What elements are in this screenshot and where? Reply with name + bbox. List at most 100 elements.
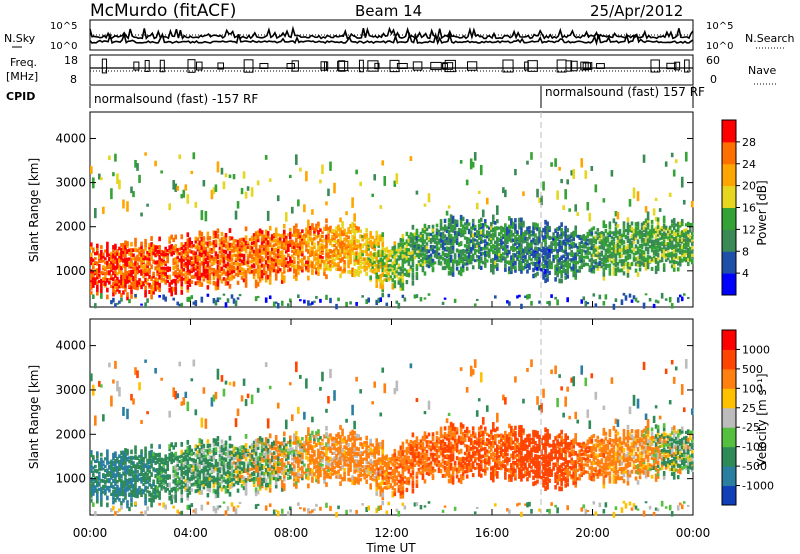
heatmap-cell [431, 244, 435, 249]
heatmap-cell [461, 251, 465, 256]
heatmap-cell [110, 255, 113, 259]
freq-box [396, 63, 408, 69]
heatmap-cell [439, 254, 443, 260]
heatmap-cell [556, 270, 559, 275]
heatmap-cell [564, 268, 567, 274]
heatmap-cell [548, 235, 551, 240]
heatmap-cell [417, 243, 421, 247]
heatmap-cell [614, 263, 618, 268]
heatmap-cell [246, 450, 250, 454]
heatmap-cell [498, 247, 501, 251]
heatmap-cell [100, 289, 103, 294]
heatmap-cell [164, 266, 167, 270]
heatmap-cell [457, 270, 461, 275]
heatmap-cell [114, 153, 117, 162]
heatmap-cell [379, 297, 383, 303]
heatmap-cell [264, 478, 268, 484]
heatmap-cell [204, 211, 208, 222]
heatmap-cell [196, 280, 200, 285]
heatmap-cell [108, 474, 111, 477]
heatmap-cell [254, 260, 258, 266]
heatmap-cell [654, 216, 658, 222]
heatmap-cell [98, 380, 101, 387]
heatmap-cell [126, 456, 129, 462]
heatmap-cell [363, 233, 366, 237]
heatmap-cell [455, 240, 459, 245]
heatmap-cell [140, 248, 143, 254]
heatmap-cell [339, 217, 342, 223]
heatmap-cell [116, 487, 119, 492]
heatmap-cell [124, 481, 127, 487]
heatmap-cell [305, 267, 308, 272]
heatmap-cell [644, 218, 648, 223]
heatmap-cell [118, 264, 121, 269]
heatmap-cell [584, 243, 588, 247]
heatmap-cell [666, 244, 670, 248]
heatmap-cell [295, 223, 298, 228]
heatmap-cell [407, 238, 411, 243]
heatmap-cell [508, 233, 511, 239]
heatmap-cell [96, 243, 99, 248]
heatmap-cell [413, 241, 417, 245]
heatmap-cell [321, 239, 324, 243]
heatmap-cell [405, 272, 409, 277]
heatmap-cell [260, 263, 264, 268]
heatmap-cell [506, 260, 509, 265]
heatmap-cell [315, 267, 318, 272]
heatmap-cell [365, 244, 368, 249]
heatmap-cell [572, 241, 576, 246]
heatmap-cell [447, 257, 451, 263]
heatmap-cell [92, 470, 95, 474]
heatmap-cell [375, 278, 379, 284]
heatmap-cell [222, 268, 226, 273]
heatmap-cell [136, 270, 139, 275]
heatmap-cell [268, 271, 272, 277]
heatmap-cell [459, 258, 463, 264]
heatmap-cell [614, 230, 618, 235]
heatmap-cell [405, 255, 409, 260]
heatmap-cell [445, 253, 449, 257]
heatmap-cell [128, 248, 131, 252]
heatmap-cell [427, 193, 431, 203]
heatmap-cell [200, 245, 204, 250]
heatmap-cell [536, 254, 539, 259]
heatmap-cell [668, 192, 672, 198]
heatmap-cell [222, 464, 226, 468]
heatmap-cell [206, 459, 210, 464]
heatmap-cell [232, 174, 236, 180]
noise-traces [89, 25, 694, 47]
heatmap-cell [333, 239, 336, 243]
heatmap-cell [118, 508, 121, 512]
heatmap-cell [536, 239, 539, 245]
heatmap-cell [592, 293, 596, 297]
heatmap-cell [222, 253, 226, 258]
heatmap-cell [373, 241, 377, 245]
heatmap-cell [232, 261, 236, 266]
heatmap-cell [194, 482, 198, 487]
heatmap-cell [138, 281, 141, 285]
heatmap-cell [672, 221, 676, 226]
heatmap-cell [96, 272, 99, 277]
heatmap-cell [134, 464, 137, 470]
heatmap-cell [144, 453, 147, 459]
heatmap-cell [260, 437, 264, 442]
heatmap-cell [327, 229, 330, 234]
heatmap-cell [178, 479, 182, 483]
heatmap-cell [387, 259, 391, 263]
heatmap-cell [212, 442, 216, 447]
heatmap-cell [260, 240, 264, 245]
heatmap-cell [150, 443, 153, 449]
heatmap-cell [120, 484, 123, 490]
heatmap-cell [276, 262, 280, 266]
heatmap-cell [238, 466, 242, 470]
heatmap-cell [552, 248, 555, 252]
heatmap-cell [299, 237, 302, 241]
heatmap-cell [514, 223, 517, 228]
heatmap-cell [212, 488, 216, 494]
heatmap-cell [566, 179, 569, 185]
heatmap-cell [164, 487, 167, 491]
heatmap-cell [172, 468, 176, 473]
heatmap-cell [317, 264, 320, 269]
heatmap-cell [216, 265, 220, 270]
heatmap-cell [238, 271, 242, 275]
